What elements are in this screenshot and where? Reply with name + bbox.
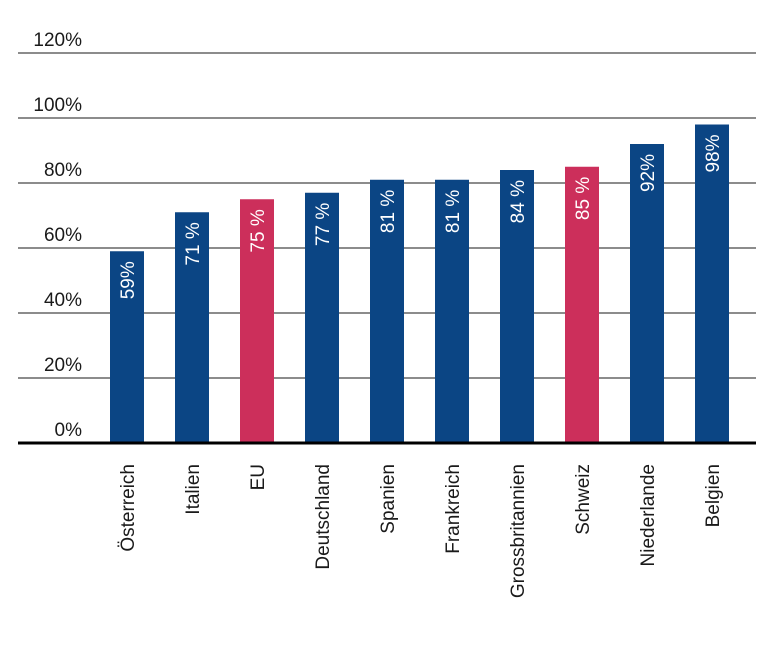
data-label: 85 % xyxy=(573,177,594,220)
y-tick-label: 40% xyxy=(44,290,82,311)
y-tick-label: 100% xyxy=(33,95,82,116)
x-tick-label: EU xyxy=(248,464,269,490)
data-label: 98% xyxy=(703,134,724,172)
data-label: 81 % xyxy=(443,190,464,233)
data-label: 71 % xyxy=(183,222,204,265)
x-tick-label: Deutschland xyxy=(313,464,334,570)
data-label: 81 % xyxy=(378,190,399,233)
y-tick-label: 60% xyxy=(44,225,82,246)
y-tick-label: 120% xyxy=(33,30,82,51)
y-axis-ticks: 0% 20% 40% 60% 80% 100% 120% xyxy=(33,30,82,441)
bar xyxy=(435,179,469,443)
data-label: 84 % xyxy=(508,180,529,223)
x-tick-label: Italien xyxy=(183,464,204,515)
bar xyxy=(565,166,599,443)
bar xyxy=(370,179,404,443)
data-labels: 59% 71 % 75 % 77 % 81 % 81 % 84 % 85 % 92% 98% xyxy=(118,134,724,299)
x-axis-categories: Österreich Italien EU Deutschland Spanien Fra… xyxy=(118,464,724,598)
x-tick-label: Spanien xyxy=(378,464,399,534)
x-tick-label: Frankreich xyxy=(443,464,464,554)
x-tick-label: Österreich xyxy=(118,464,139,552)
bar xyxy=(110,251,144,443)
bar xyxy=(500,170,534,443)
bar xyxy=(695,124,729,443)
x-tick-label: Grossbritannien xyxy=(508,464,529,598)
bar xyxy=(305,192,339,443)
y-tick-label: 20% xyxy=(44,355,82,376)
data-label: 92% xyxy=(638,154,659,192)
bar xyxy=(175,212,209,443)
bar xyxy=(630,144,664,443)
y-tick-label: 0% xyxy=(55,420,83,441)
x-tick-label: Schweiz xyxy=(573,464,594,535)
bar xyxy=(240,199,274,443)
data-label: 75 % xyxy=(248,209,269,252)
data-label: 59% xyxy=(118,261,139,299)
bars xyxy=(110,124,729,443)
x-tick-label: Niederlande xyxy=(638,464,659,566)
y-tick-label: 80% xyxy=(44,160,82,181)
data-label: 77 % xyxy=(313,203,334,246)
x-tick-label: Belgien xyxy=(703,464,724,527)
